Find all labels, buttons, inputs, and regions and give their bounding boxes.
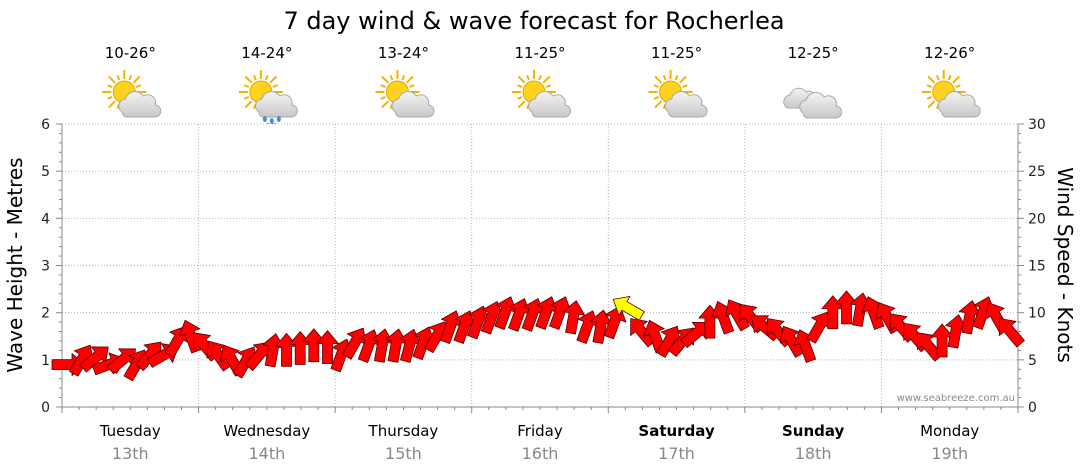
day-labels: Tuesday 13th Wednesday 14th Thursday 15th Frid… <box>99 422 980 463</box>
wind-arrow <box>603 305 627 340</box>
sun-cloud-icon <box>375 70 435 118</box>
wind-arrow <box>79 346 109 373</box>
right-tick-label: 25 <box>1028 164 1046 180</box>
right-axis-title: Wind Speed - Knots <box>1053 167 1077 363</box>
wind-arrow <box>945 314 968 349</box>
right-tick-label: 10 <box>1028 306 1046 322</box>
right-tick-label: 0 <box>1028 400 1037 416</box>
left-tick-label: 1 <box>41 353 50 369</box>
day-date-label: 14th <box>248 444 285 463</box>
wind-arrows <box>51 290 1025 382</box>
sun-cloud-icon <box>512 70 571 118</box>
temperature-label: 14-24° <box>241 44 292 62</box>
wind-arrow <box>68 344 94 377</box>
left-tick-label: 2 <box>41 306 50 322</box>
day-name-label: Monday <box>920 422 979 440</box>
sun-cloud-rain-icon <box>238 70 298 129</box>
temperature-label: 11-25° <box>514 44 565 62</box>
day-name-label: Saturday <box>638 422 715 440</box>
wind-arrow <box>590 309 613 344</box>
credit-text: www.seabreeze.com.au <box>897 393 1015 404</box>
wind-arrow <box>562 300 586 335</box>
weather-icons-row <box>102 70 981 129</box>
temperature-label: 10-26° <box>105 44 156 62</box>
wind-arrow <box>316 330 339 365</box>
right-tick-label: 20 <box>1028 211 1046 227</box>
right-axis: 0 5 10 15 20 25 30 <box>1017 117 1046 416</box>
wind-arrow <box>612 295 645 321</box>
chart-title: 7 day wind & wave forecast for Rocherlea <box>283 7 784 35</box>
day-name-label: Tuesday <box>99 422 161 440</box>
day-date-label: 13th <box>112 444 149 463</box>
temperature-label: 11-25° <box>651 44 702 62</box>
day-date-label: 15th <box>385 444 422 463</box>
day-date-label: 19th <box>931 444 968 463</box>
wind-arrow <box>453 310 477 344</box>
left-axis: 0 1 2 3 4 5 6 <box>41 117 63 416</box>
wind-arrow <box>835 290 858 325</box>
left-tick-label: 3 <box>41 259 50 275</box>
day-name-label: Sunday <box>782 422 845 440</box>
day-name-label: Thursday <box>368 422 439 440</box>
left-axis-title: Wave Height - Metres <box>3 157 27 372</box>
day-date-label: 17th <box>658 444 695 463</box>
temperature-label: 12-25° <box>788 44 839 62</box>
left-tick-label: 5 <box>41 164 50 180</box>
left-tick-label: 4 <box>41 211 50 227</box>
day-name-label: Wednesday <box>223 422 310 440</box>
temperature-row: 10-26° 14-24° 13-24° 11-25° 11-25° 12-25° 12-2… <box>105 44 976 62</box>
wind-arrow <box>656 325 681 358</box>
right-tick-label: 30 <box>1028 117 1046 133</box>
temperature-label: 13-24° <box>378 44 429 62</box>
sun-cloud-icon <box>102 70 162 118</box>
sun-cloud-icon <box>648 70 708 118</box>
day-date-label: 16th <box>522 444 559 463</box>
day-date-label: 18th <box>795 444 832 463</box>
wind-arrow <box>302 328 326 363</box>
right-tick-label: 5 <box>1028 353 1037 369</box>
wind-arrow <box>958 300 982 335</box>
sun-cloud-icon <box>921 70 981 118</box>
left-tick-label: 6 <box>41 117 50 133</box>
wind-arrow <box>930 323 954 358</box>
wind-arrow <box>467 305 490 340</box>
cloud-icon <box>783 87 843 119</box>
temperature-label: 12-26° <box>924 44 975 62</box>
wind-arrow <box>480 301 504 335</box>
right-tick-label: 15 <box>1028 259 1046 275</box>
day-name-label: Friday <box>517 422 563 440</box>
wind-arrow <box>725 299 750 332</box>
wind-arrow <box>549 296 572 330</box>
wind-arrow <box>998 318 1025 348</box>
left-tick-label: 0 <box>41 400 50 416</box>
